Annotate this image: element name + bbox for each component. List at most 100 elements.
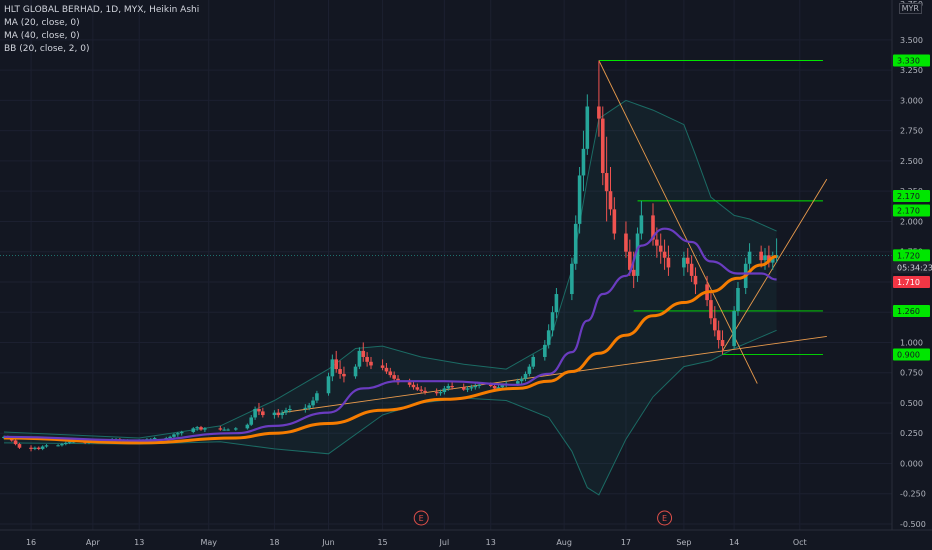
candle-body <box>554 294 559 313</box>
candle-body <box>600 118 605 174</box>
candle-body <box>307 405 311 408</box>
candle-body <box>152 438 157 440</box>
candle-body <box>353 366 358 377</box>
x-tick-label: 15 <box>377 538 387 547</box>
candle-body <box>473 386 478 388</box>
candle-body <box>280 412 284 416</box>
candle-body <box>577 175 582 224</box>
candle-body <box>635 233 640 276</box>
candle-body <box>36 447 41 449</box>
candle-body <box>71 441 76 443</box>
candle-body <box>17 444 22 448</box>
candle-body <box>226 429 230 431</box>
candle-body <box>477 384 481 387</box>
candle-body <box>612 209 617 234</box>
candle-body <box>411 384 416 388</box>
candle-body <box>597 106 601 119</box>
candle-body <box>492 386 497 389</box>
candles <box>2 60 779 452</box>
candle-body <box>465 388 470 390</box>
x-tick-label: 13 <box>486 538 496 547</box>
candle-body <box>176 433 180 435</box>
candle-body <box>546 330 551 345</box>
candle-body <box>763 255 767 261</box>
legend-ma40[interactable]: MA (40, close, 0) <box>4 31 80 41</box>
y-tick-label: -0.250 <box>900 490 926 499</box>
y-tick-label: 2.500 <box>900 157 923 166</box>
x-tick-label: Aug <box>556 538 572 547</box>
candle-body <box>438 392 443 394</box>
candle-body <box>276 412 281 416</box>
candle-body <box>759 251 763 261</box>
candle-body <box>168 436 172 439</box>
candle-body <box>342 373 346 377</box>
candle-body <box>384 367 389 372</box>
price-label-box <box>893 348 930 361</box>
candle-body <box>662 251 667 258</box>
moving-averages <box>3 227 777 445</box>
x-tick-label: Apr <box>86 538 101 547</box>
candle-body <box>195 427 199 429</box>
earnings-marker-label: E <box>419 514 424 523</box>
candle-body <box>415 387 420 390</box>
candle-body <box>233 428 238 430</box>
candle-body <box>203 428 207 430</box>
x-tick-label: 17 <box>621 538 631 547</box>
time-axis[interactable]: 16 Apr 13 May 18 Jun 15 Jul 13 Aug 17 Sep 14 Oct <box>0 529 932 547</box>
currency-badge[interactable]: MYR <box>898 3 922 14</box>
candle-body <box>179 431 184 434</box>
trend-line <box>598 60 758 384</box>
earnings-marker-label: E <box>662 514 667 523</box>
price-label-text: 1.720 <box>897 251 920 260</box>
candle-body <box>488 384 493 387</box>
candle-body <box>272 412 277 416</box>
candle-body <box>523 373 528 379</box>
candle-body <box>450 386 454 388</box>
y-tick-label: -0.500 <box>900 520 926 529</box>
candle-body <box>639 215 644 234</box>
price-labels: 3.330 2.170 2.170 1.720 05:34:23 1.710 1.260 0.… <box>893 54 932 361</box>
candle-body <box>442 388 447 393</box>
price-label-box <box>893 261 930 274</box>
price-label-box <box>893 204 930 217</box>
y-tick-label: 2.750 <box>900 127 923 136</box>
candle-body <box>284 410 288 413</box>
x-tick-label: Sep <box>676 538 691 547</box>
y-tick-label: 3.250 <box>900 66 923 75</box>
candle-body <box>257 408 261 412</box>
legend-title[interactable]: HLT GLOBAL BERHAD, 1D, MYX, Heikin Ashi <box>4 5 200 15</box>
candle-body <box>369 361 373 366</box>
candle-body <box>685 257 690 264</box>
bollinger-bands <box>3 99 777 496</box>
x-tick-label: 18 <box>269 538 279 547</box>
candle-body <box>720 340 725 347</box>
price-label-text: 1.260 <box>897 307 920 316</box>
trend-line <box>722 178 828 352</box>
x-tick-label: Jun <box>321 538 335 547</box>
candle-body <box>365 356 369 362</box>
candle-body <box>682 257 686 268</box>
price-label-box <box>893 190 930 203</box>
candle-body <box>496 387 501 389</box>
trend-line <box>282 335 827 414</box>
candle-body <box>570 263 574 295</box>
candle-body <box>608 191 613 210</box>
candle-body <box>519 378 524 382</box>
candle-body <box>13 440 18 445</box>
candle-body <box>747 251 752 264</box>
candle-body <box>315 393 319 401</box>
candle-body <box>770 257 775 263</box>
candle-body <box>288 408 292 411</box>
y-tick-label: 0.500 <box>900 399 923 408</box>
x-tick-label: May <box>200 538 217 547</box>
candle-body <box>56 445 60 447</box>
candle-body <box>392 375 396 379</box>
legend-ma20[interactable]: MA (20, close, 0) <box>4 18 80 28</box>
trend-drawings <box>0 60 892 414</box>
bb-fill <box>4 100 777 495</box>
legend-bb[interactable]: BB (20, close, 2, 0) <box>4 44 90 54</box>
candle-body <box>172 434 176 437</box>
candle-body <box>40 446 45 449</box>
